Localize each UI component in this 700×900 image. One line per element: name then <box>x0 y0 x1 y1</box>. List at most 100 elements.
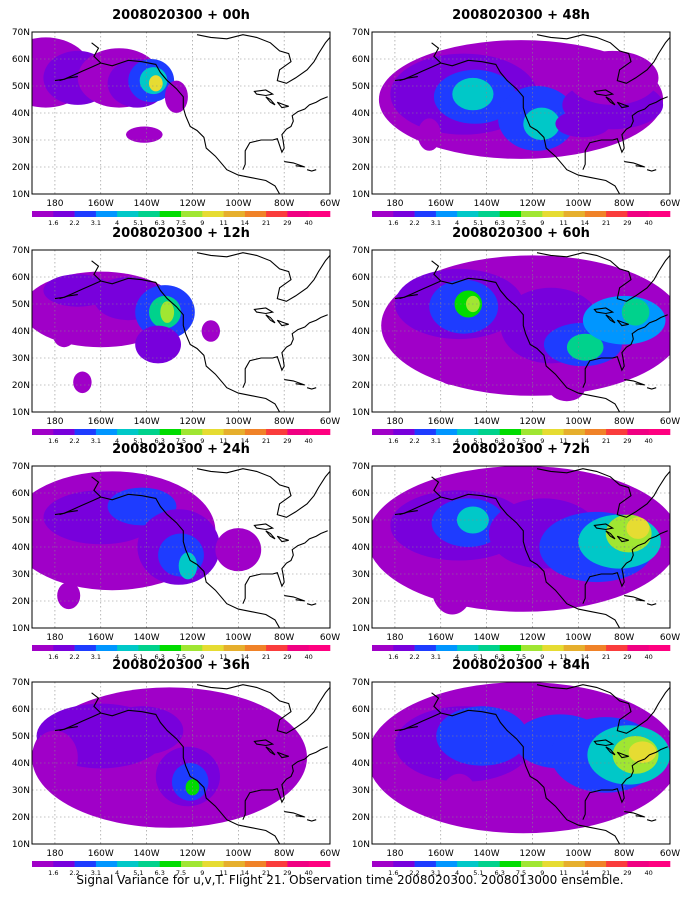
colorbar-swatch <box>584 861 607 867</box>
lon-tick-label: 80W <box>614 849 634 859</box>
colorbar-label: 14 <box>581 437 589 445</box>
lon-tick-label: 120W <box>179 633 205 643</box>
lon-tick-label: 60W <box>660 417 680 427</box>
lat-tick-label: 50N <box>352 300 370 310</box>
colorbar-swatch <box>53 645 75 651</box>
map-panel-36h: 2008020300 + 36h 70N 60N 50N 40N 30N 20N 10N 18… <box>10 658 350 877</box>
variance-contour <box>73 371 92 394</box>
colorbar-swatch <box>117 861 139 867</box>
great-lake <box>593 739 615 747</box>
map-frame <box>31 681 331 845</box>
colorbar-swatch <box>478 861 500 867</box>
colorbar-label: 3.1 <box>431 653 441 661</box>
lat-tick-label: 30N <box>352 354 370 364</box>
colorbar-swatch <box>414 429 437 435</box>
colorbar-label: 1.6 <box>388 869 398 877</box>
colorbar-label: 7.5 <box>176 219 186 227</box>
colorbar-label: 7.5 <box>176 869 186 877</box>
coastlines <box>54 468 330 628</box>
colorbar-swatch <box>181 429 203 435</box>
variance-map: 70N 60N 50N 40N 30N 20N 10N 180 160W 140W 120W 100W… <box>12 28 340 227</box>
lon-tick-label: 120W <box>519 199 545 209</box>
colorbar-swatch <box>393 645 415 651</box>
island <box>284 811 305 818</box>
colorbar-label: 14 <box>241 219 249 227</box>
lon-tick-label: 80W <box>614 633 634 643</box>
island <box>59 510 78 516</box>
colorbar-label: 29 <box>283 869 291 877</box>
colorbar-swatch <box>32 211 54 217</box>
colorbar-label: 3.1 <box>91 437 101 445</box>
lat-tick-label: 20N <box>12 813 30 823</box>
lat-tick-label: 10N <box>12 408 30 418</box>
colorbar-label: 40 <box>305 653 313 661</box>
map-panel-72h: 2008020300 + 72h 70N 60N 50N 40N 30N 20N 10N 18… <box>350 442 690 661</box>
lon-tick-label: 60W <box>320 417 340 427</box>
variance-contour <box>105 771 133 809</box>
variance-field <box>32 471 262 610</box>
map-frame <box>371 681 671 845</box>
colorbar-label: 1.6 <box>48 653 58 661</box>
colorbar-swatch <box>435 429 458 435</box>
colorbar-swatch <box>53 211 75 217</box>
map-panel-48h: 2008020300 + 48h 70N 60N 50N 40N 30N 20N 10N 18… <box>350 8 690 227</box>
colorbar-swatch <box>457 211 479 217</box>
colorbar-swatch <box>372 429 394 435</box>
variance-contour <box>433 341 471 385</box>
lon-tick-label: 180 <box>386 199 403 209</box>
colorbar-label: 14 <box>581 869 589 877</box>
colorbar-label: 40 <box>305 437 313 445</box>
panel-title: 2008020300 + 12h <box>112 226 250 241</box>
island <box>306 169 317 172</box>
colorbar-label: 2.2 <box>409 219 419 227</box>
colorbar-label: 29 <box>283 653 291 661</box>
lat-tick-label: 30N <box>352 136 370 146</box>
great-lake <box>276 101 289 109</box>
colorbar-swatch <box>287 429 309 435</box>
variance-map: 70N 60N 50N 40N 30N 20N 10N 180 160W 140W 120W 100W… <box>12 462 340 661</box>
lon-tick-label: 160W <box>428 849 454 859</box>
colorbar-swatch <box>521 211 543 217</box>
lat-tick-label: 60N <box>352 55 370 65</box>
colorbar-label: 40 <box>305 219 313 227</box>
lat-tick-label: 50N <box>12 82 30 92</box>
colorbar-swatch <box>521 429 543 435</box>
island <box>306 819 317 822</box>
colorbar-swatch <box>308 211 331 217</box>
grid-lines <box>372 250 670 412</box>
colorbar-label: 29 <box>283 437 291 445</box>
lat-tick-label: 10N <box>352 624 370 634</box>
lon-tick-label: 100W <box>565 849 591 859</box>
colorbar-label: 21 <box>602 869 610 877</box>
lon-tick-label: 180 <box>46 849 63 859</box>
great-lake <box>605 530 616 540</box>
colorbar-label: 7.5 <box>176 437 186 445</box>
colorbar-label: 2.2 <box>69 869 79 877</box>
island <box>59 76 78 82</box>
colorbar-label: 6.3 <box>495 437 505 445</box>
colorbar-swatch <box>117 429 139 435</box>
colorbar-label: 5.1 <box>473 869 483 877</box>
coastlines <box>394 34 670 194</box>
variance-contour <box>148 75 163 92</box>
colorbar-swatch <box>117 211 139 217</box>
lat-tick-label: 10N <box>12 840 30 850</box>
colorbar-label: 2.2 <box>409 437 419 445</box>
colorbar-label: 6.3 <box>495 653 505 661</box>
colorbar-swatch <box>308 645 331 651</box>
colorbar-label: 5.1 <box>133 437 143 445</box>
lat-tick-label: 60N <box>352 705 370 715</box>
colorbar-swatch <box>435 645 458 651</box>
grid-lines <box>32 32 330 194</box>
map-panel-84h: 2008020300 + 84h 70N 60N 50N 40N 30N 20N 10N 18… <box>350 658 690 877</box>
colorbar-swatch <box>435 861 458 867</box>
coastlines <box>394 684 670 844</box>
variance-map: 70N 60N 50N 40N 30N 20N 10N 180 160W 140W 120W 100W… <box>352 462 680 661</box>
colorbar-label: 2.2 <box>69 219 79 227</box>
island <box>59 726 78 732</box>
great-lake <box>276 319 289 327</box>
coastline-north <box>536 684 670 734</box>
lon-tick-label: 120W <box>519 633 545 643</box>
colorbar-label: 1.6 <box>388 437 398 445</box>
variance-contour <box>440 773 478 823</box>
